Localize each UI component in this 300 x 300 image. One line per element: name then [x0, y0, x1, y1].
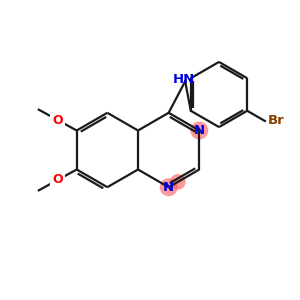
Text: O: O: [52, 173, 63, 186]
Circle shape: [170, 174, 186, 190]
Circle shape: [190, 122, 208, 140]
Text: HN: HN: [172, 73, 195, 86]
Circle shape: [160, 178, 178, 196]
Text: O: O: [52, 114, 63, 127]
Text: N: N: [194, 124, 205, 137]
Text: Br: Br: [268, 114, 285, 127]
Text: N: N: [163, 181, 174, 194]
